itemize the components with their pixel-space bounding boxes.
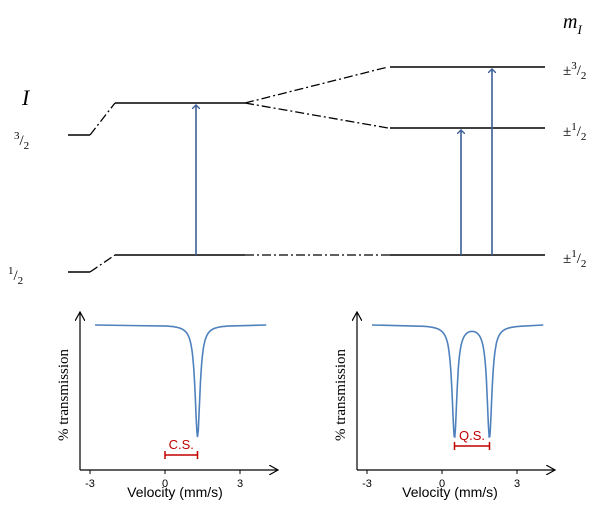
x-tick-label: 3 xyxy=(514,478,520,490)
excited-spin: 3/2 xyxy=(14,130,29,152)
ml-label: mI xyxy=(563,11,582,37)
x-tick-label: 0 xyxy=(439,478,445,490)
absorption-dip xyxy=(472,325,520,439)
x-axis-label: Velocity (mm/s) xyxy=(402,484,498,500)
x-tick-label: 0 xyxy=(162,478,168,490)
absorption-dip xyxy=(424,325,472,439)
denominator: 2 xyxy=(18,275,24,287)
ground-spin: 1/2 xyxy=(8,265,23,287)
sublevel-label: ±1/2 xyxy=(563,248,586,270)
denominator: 2 xyxy=(581,258,587,270)
ml-symbol: m xyxy=(563,11,577,33)
spectrum: -3 0 3 Velocity (mm/s) % transmission C.S. xyxy=(56,312,278,500)
x-axis-label: Velocity (mm/s) xyxy=(127,484,223,500)
denominator: 2 xyxy=(581,131,587,143)
prefix: ± xyxy=(563,251,571,267)
spin-label: I xyxy=(21,85,31,110)
numerator: 1 xyxy=(8,265,14,277)
baseline xyxy=(227,324,267,327)
separator: / xyxy=(577,251,582,267)
prefix: ± xyxy=(563,63,571,79)
denominator: 2 xyxy=(24,140,30,152)
numerator: 3 xyxy=(14,130,20,142)
separator: / xyxy=(577,63,582,79)
ml-subscript: I xyxy=(576,22,582,37)
numerator: 1 xyxy=(571,121,577,133)
numerator: 1 xyxy=(571,248,577,260)
y-axis-label: % transmission xyxy=(56,348,72,441)
baseline xyxy=(371,324,425,328)
connector xyxy=(244,66,389,104)
y-axis-label: % transmission xyxy=(333,348,349,441)
separator: / xyxy=(577,124,582,140)
spectra: -3 0 3 Velocity (mm/s) % transmission C.S. -3 0… xyxy=(56,312,555,500)
numerator: 3 xyxy=(571,60,577,72)
sublevel-label: ±3/2 xyxy=(563,60,586,82)
sublevel-labels: ±3/2±1/2±1/2 xyxy=(563,60,586,270)
x-tick-label: 3 xyxy=(237,478,243,490)
spectrum: -3 0 3 Velocity (mm/s) % transmission Q.S. xyxy=(333,312,555,500)
annotation-bar xyxy=(453,442,491,450)
x-tick-label: -3 xyxy=(362,478,372,490)
prefix: ± xyxy=(563,124,571,140)
separator: / xyxy=(20,133,25,149)
connector xyxy=(244,102,389,129)
annotation-label: C.S. xyxy=(169,437,194,452)
connector xyxy=(89,102,116,136)
energy-levels: I mI 3/2 1/2 xyxy=(8,11,582,287)
baseline xyxy=(94,324,168,327)
baseline xyxy=(519,324,544,328)
separator: / xyxy=(14,268,19,284)
annotation-bar xyxy=(164,451,199,459)
x-tick-label: -3 xyxy=(85,478,95,490)
absorption-dip xyxy=(167,325,228,438)
denominator: 2 xyxy=(581,70,587,82)
sublevel-label: ±1/2 xyxy=(563,121,586,143)
annotation-label: Q.S. xyxy=(459,428,485,443)
connector xyxy=(89,254,116,273)
